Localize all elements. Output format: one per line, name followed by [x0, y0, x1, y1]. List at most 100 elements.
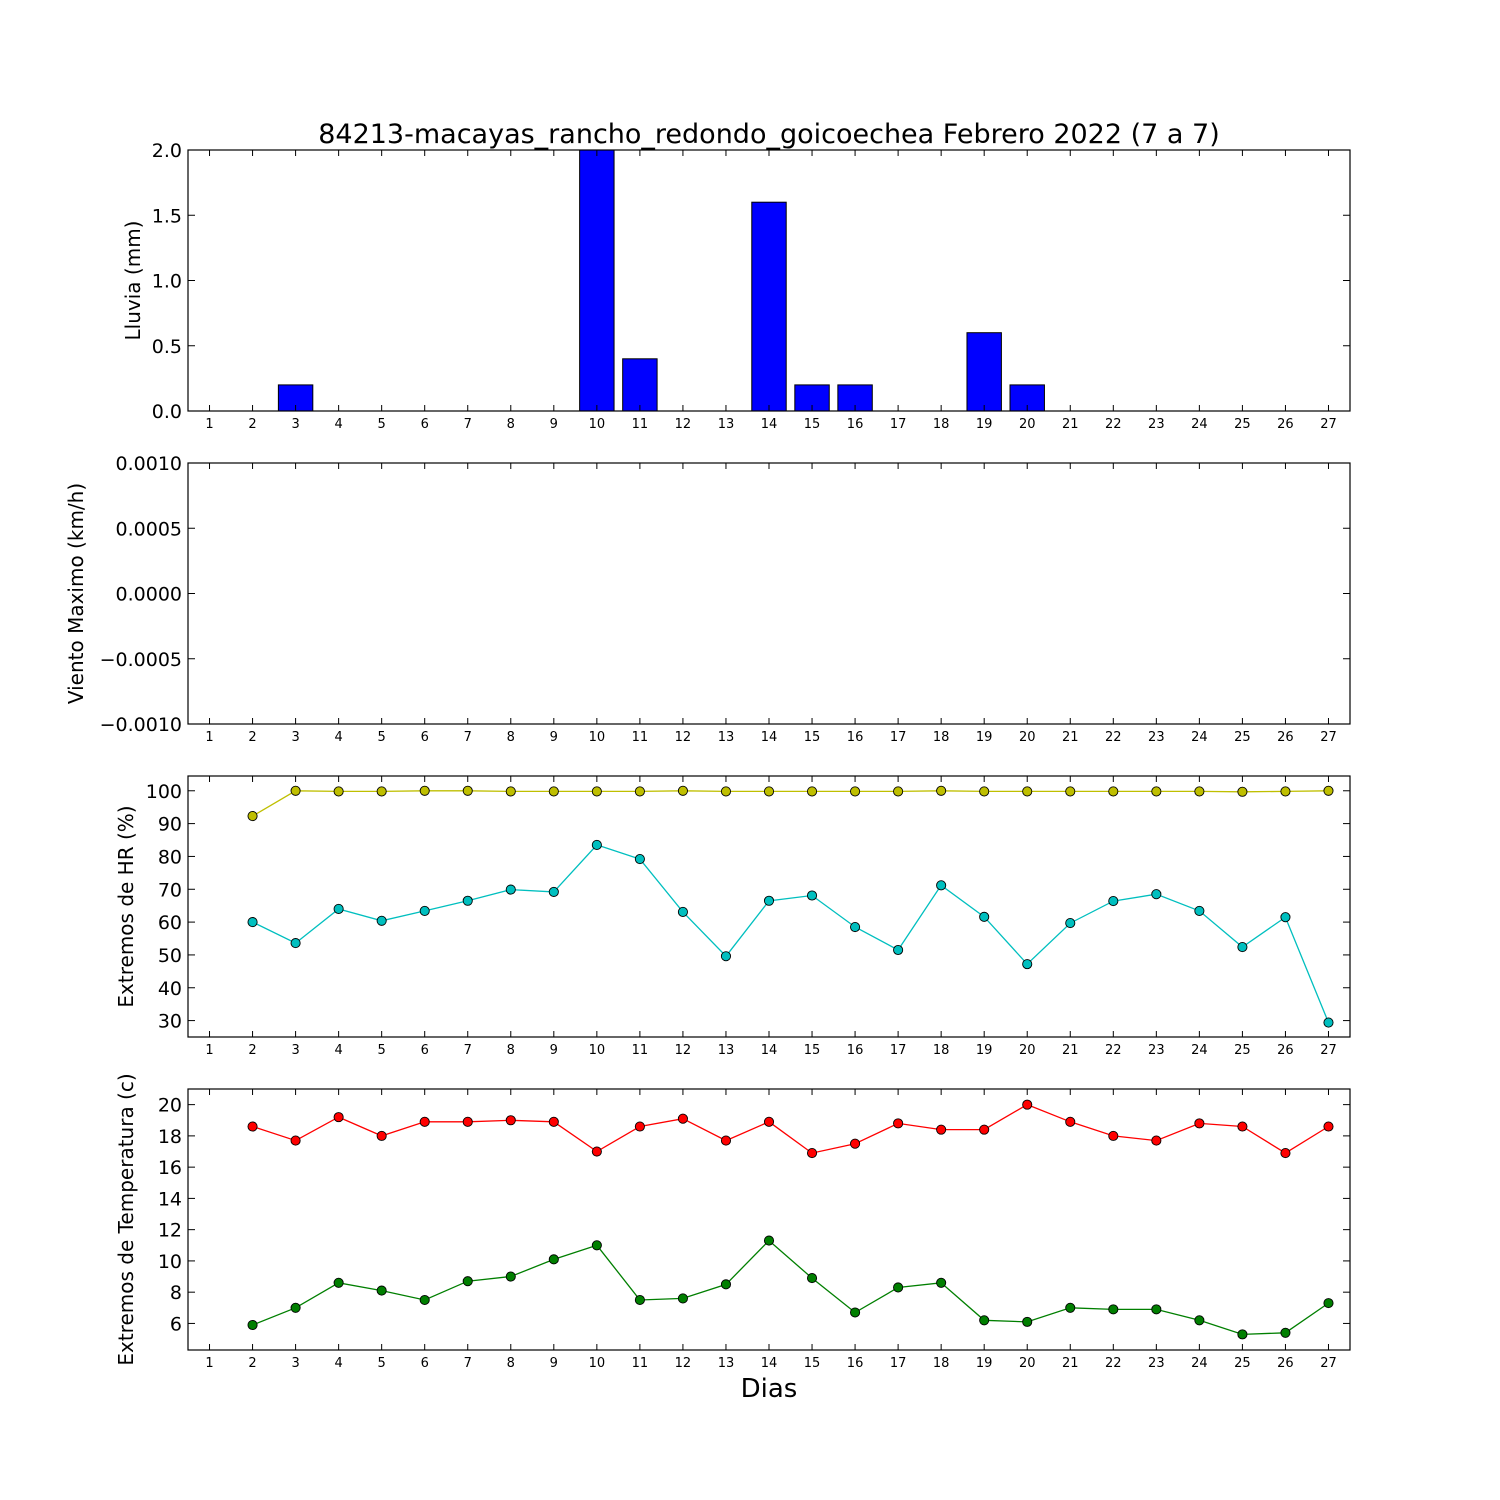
x-tick-label: 16 — [847, 730, 864, 745]
x-tick-label: 11 — [632, 730, 649, 745]
bar-day-11 — [622, 358, 658, 412]
series-0-point-day-20 — [1022, 1099, 1033, 1110]
y-tick-label: 0.0010 — [116, 453, 182, 475]
series-0-point-day-24 — [1194, 786, 1205, 797]
x-tick-label: 27 — [1320, 1043, 1337, 1058]
x-tick-label: 18 — [933, 1356, 950, 1371]
x-tick-label: 21 — [1062, 1356, 1079, 1371]
series-1-point-day-17 — [893, 1282, 904, 1293]
series-1-point-day-22 — [1108, 896, 1119, 907]
series-1-point-day-6 — [419, 1294, 430, 1306]
series-1-point-day-25 — [1237, 1329, 1248, 1340]
x-tick-label: 22 — [1105, 417, 1122, 432]
series-1-point-day-8 — [505, 1271, 516, 1282]
y-tick-label: 2.0 — [152, 140, 182, 162]
series-0-point-day-11 — [634, 1121, 645, 1132]
series-1-point-day-26 — [1280, 1327, 1291, 1338]
x-tick-label: 24 — [1191, 1043, 1208, 1058]
x-tick-label: 11 — [632, 1043, 649, 1058]
series-1-point-day-6 — [419, 905, 430, 916]
x-tick-label: 18 — [933, 1043, 950, 1058]
series-1-point-day-15 — [806, 1273, 818, 1284]
series-0-point-day-16 — [850, 1138, 861, 1149]
x-tick-label: 7 — [464, 417, 472, 432]
series-1-point-day-11 — [634, 854, 645, 865]
y-tick-label: 12 — [158, 1220, 182, 1242]
y-tick-label: −0.0010 — [100, 714, 182, 736]
x-tick-label: 17 — [890, 1043, 907, 1058]
x-tick-label: 16 — [847, 1043, 864, 1058]
series-1-point-day-16 — [850, 1307, 861, 1318]
axes-frame — [187, 462, 1351, 725]
series-0-point-day-2 — [247, 811, 258, 822]
x-tick-label: 10 — [589, 1356, 606, 1371]
series-1-point-day-11 — [634, 1294, 645, 1306]
x-tick-label: 1 — [205, 417, 213, 432]
x-tick-label: 16 — [847, 1356, 864, 1371]
series-0-point-day-14 — [763, 786, 775, 797]
x-tick-label: 20 — [1019, 730, 1036, 745]
bar-day-14 — [751, 201, 787, 412]
y-tick-label: 1.5 — [152, 205, 182, 227]
series-1-point-day-19 — [979, 911, 990, 922]
x-tick-label: 25 — [1234, 730, 1251, 745]
series-0-point-day-19 — [979, 1124, 990, 1135]
y-axis-label: Extremos de Temperatura (c) — [114, 1073, 138, 1365]
series-0-point-day-9 — [548, 786, 559, 797]
series-1-point-day-26 — [1280, 912, 1291, 923]
series-0-point-day-7 — [462, 1116, 473, 1127]
x-tick-label: 15 — [804, 1043, 821, 1058]
x-tick-label: 9 — [550, 417, 558, 432]
x-tick-label: 15 — [804, 417, 821, 432]
y-tick-label: 100 — [146, 781, 182, 803]
series-1-point-day-10 — [591, 839, 602, 850]
series-1-point-day-9 — [548, 886, 559, 897]
x-tick-label: 6 — [421, 417, 429, 432]
y-axis-label: Lluvia (mm) — [121, 221, 145, 341]
x-tick-label: 15 — [804, 1356, 821, 1371]
x-tick-label: 13 — [718, 1356, 735, 1371]
series-1-point-day-12 — [677, 1293, 688, 1304]
series-0-point-day-3 — [290, 1135, 301, 1146]
series-1-point-day-15 — [806, 890, 818, 901]
x-tick-label: 1 — [205, 1043, 213, 1058]
x-tick-label: 26 — [1277, 730, 1294, 745]
series-1-point-day-24 — [1194, 905, 1205, 916]
x-tick-label: 27 — [1320, 1356, 1337, 1371]
x-tick-label: 2 — [248, 1043, 256, 1058]
series-0-point-day-7 — [462, 785, 473, 796]
series-0-point-day-11 — [634, 786, 645, 797]
series-1-point-day-7 — [462, 1276, 473, 1287]
plot-area — [188, 776, 1350, 1037]
x-tick-label: 6 — [421, 1043, 429, 1058]
series-0-point-day-23 — [1151, 786, 1162, 797]
x-tick-label: 14 — [761, 417, 778, 432]
y-tick-label: 6 — [170, 1313, 182, 1335]
y-tick-label: 14 — [158, 1188, 182, 1210]
x-tick-label: 13 — [718, 417, 735, 432]
x-tick-label: 15 — [804, 730, 821, 745]
x-tick-label: 3 — [291, 1043, 299, 1058]
series-0-point-day-26 — [1280, 786, 1291, 797]
x-tick-label: 5 — [378, 417, 386, 432]
series-1-point-day-9 — [548, 1254, 559, 1265]
series-1-point-day-18 — [936, 880, 947, 891]
x-tick-label: 20 — [1019, 1043, 1036, 1058]
series-0-point-day-10 — [591, 786, 602, 797]
series-0-point-day-21 — [1065, 786, 1076, 797]
series-1-point-day-5 — [376, 1285, 387, 1296]
x-tick-label: 3 — [291, 730, 299, 745]
series-0-point-day-5 — [376, 786, 387, 797]
x-tick-label: 24 — [1191, 730, 1208, 745]
series-1-point-day-3 — [290, 1302, 301, 1313]
x-tick-label: 18 — [933, 730, 950, 745]
x-tick-label: 13 — [718, 730, 735, 745]
x-tick-label: 6 — [421, 1356, 429, 1371]
x-tick-label: 11 — [632, 417, 649, 432]
x-tick-label: 4 — [334, 1043, 342, 1058]
x-tick-label: 22 — [1105, 730, 1122, 745]
x-tick-label: 12 — [675, 417, 692, 432]
series-0-point-day-3 — [290, 785, 301, 796]
